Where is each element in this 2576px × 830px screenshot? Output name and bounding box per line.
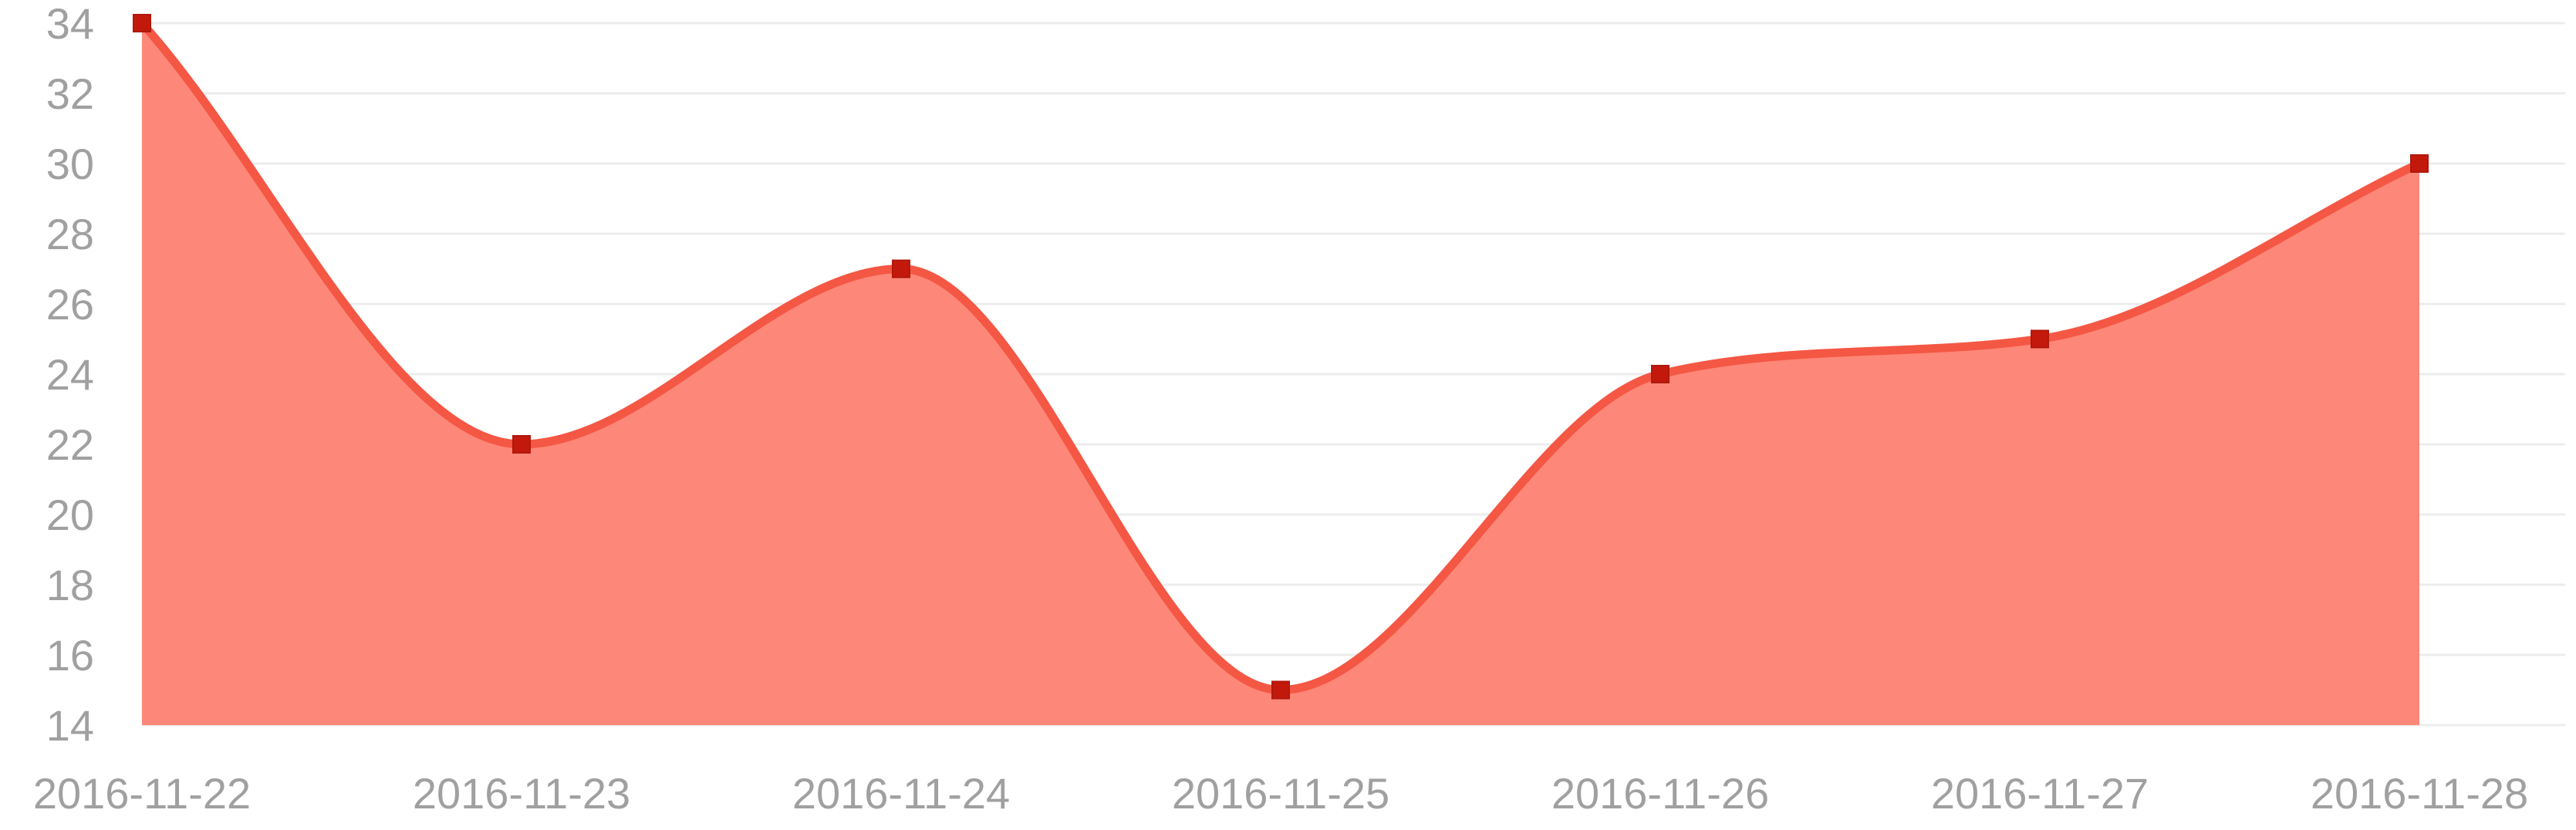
y-tick-label: 34 [46, 0, 94, 48]
x-tick-label: 2016-11-23 [413, 769, 630, 818]
y-tick-label: 26 [46, 280, 94, 329]
series-line [137, 19, 2424, 694]
data-point[interactable] [2031, 329, 2049, 349]
x-tick-label: 2016-11-25 [1172, 769, 1389, 818]
y-tick-label: 18 [46, 561, 94, 609]
y-tick-label: 14 [46, 701, 94, 750]
x-axis-ticks: 2016-11-22 2016-11-23 2016-11-24 2016-11-25… [33, 769, 2528, 818]
y-tick-label: 22 [46, 420, 94, 469]
area-series [142, 23, 2419, 725]
x-tick-label: 2016-11-22 [33, 769, 251, 818]
data-point[interactable] [2410, 154, 2429, 173]
x-tick-label: 2016-11-27 [1931, 769, 2149, 818]
y-tick-label: 30 [46, 140, 94, 188]
data-point[interactable] [1651, 365, 1670, 383]
x-tick-label: 2016-11-28 [2311, 769, 2528, 818]
y-tick-label: 20 [46, 491, 94, 539]
series-area [142, 23, 2419, 725]
data-point[interactable] [1271, 680, 1290, 700]
line-series [137, 19, 2424, 694]
y-tick-label: 24 [46, 350, 94, 399]
data-point[interactable] [133, 14, 151, 32]
y-tick-label: 32 [46, 69, 94, 118]
x-tick-label: 2016-11-26 [1551, 769, 1769, 818]
x-tick-label: 2016-11-24 [792, 769, 1010, 818]
y-axis-ticks: 14 16 18 20 22 24 26 28 30 32 34 [46, 0, 94, 750]
data-point[interactable] [512, 435, 531, 454]
data-point[interactable] [892, 259, 910, 278]
data-points [133, 14, 2429, 700]
y-tick-label: 28 [46, 210, 94, 258]
y-tick-label: 16 [46, 631, 94, 680]
